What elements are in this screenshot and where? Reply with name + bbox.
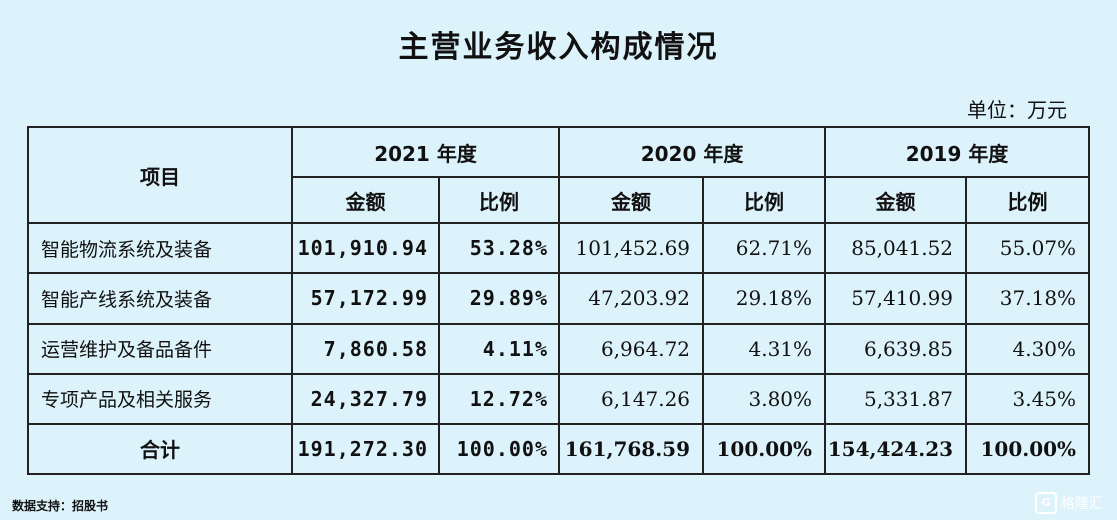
- cell-2019-ratio: 4.30%: [965, 322, 1091, 375]
- cell-2019-amount: 154,424.23: [824, 422, 968, 476]
- unit-label: 单位：万元: [967, 98, 1067, 122]
- header-amount: 金额: [291, 176, 440, 225]
- cell-2019-ratio: 37.18%: [965, 272, 1091, 325]
- source-note: 数据支持：招股书: [12, 499, 109, 513]
- header-amount: 金额: [824, 176, 968, 225]
- cell-2021-amount: 101,910.94: [291, 222, 440, 275]
- logo-mark-icon: G: [1035, 492, 1057, 514]
- revenue-table: 项目 2021 年度 2020 年度 2019 年度 金额 比例 金额 比例 金…: [27, 125, 1091, 476]
- header-amount: 金额: [558, 176, 705, 225]
- cell-2020-amount: 6,964.72: [558, 322, 705, 375]
- cell-2020-ratio: 62.71%: [702, 222, 827, 275]
- header-item: 项目: [27, 125, 293, 225]
- cell-2019-ratio: 3.45%: [965, 372, 1091, 425]
- cell-2021-ratio: 12.72%: [437, 372, 561, 425]
- row-label: 专项产品及相关服务: [27, 372, 293, 425]
- header-ratio: 比例: [437, 176, 561, 225]
- brand-logo: G 格隆汇: [1035, 492, 1103, 514]
- total-label: 合计: [27, 422, 293, 476]
- row-label: 运营维护及备品备件: [27, 322, 293, 375]
- cell-2019-amount: 5,331.87: [824, 372, 968, 425]
- cell-2021-ratio: 53.28%: [437, 222, 561, 275]
- row-label: 智能物流系统及装备: [27, 222, 293, 275]
- logo-text: 格隆汇: [1061, 496, 1103, 512]
- header-ratio: 比例: [702, 176, 827, 225]
- cell-2019-ratio: 55.07%: [965, 222, 1091, 275]
- header-ratio: 比例: [965, 176, 1091, 225]
- table-row-total: 合计 191,272.30 100.00% 161,768.59 100.00%…: [27, 422, 1091, 476]
- cell-2020-amount: 161,768.59: [558, 422, 705, 476]
- cell-2021-amount: 7,860.58: [291, 322, 440, 375]
- cell-2020-amount: 101,452.69: [558, 222, 705, 275]
- cell-2020-ratio: 29.18%: [702, 272, 827, 325]
- cell-2021-amount: 57,172.99: [291, 272, 440, 325]
- page-title: 主营业务收入构成情况: [398, 30, 719, 65]
- cell-2021-amount: 24,327.79: [291, 372, 440, 425]
- cell-2020-ratio: 4.31%: [702, 322, 827, 375]
- header-year-2019: 2019 年度: [824, 125, 1091, 179]
- cell-2021-ratio: 4.11%: [437, 322, 561, 375]
- cell-2019-amount: 85,041.52: [824, 222, 968, 275]
- table-row: 运营维护及备品备件 7,860.58 4.11% 6,964.72 4.31% …: [27, 322, 1091, 375]
- cell-2020-amount: 6,147.26: [558, 372, 705, 425]
- cell-2021-ratio: 29.89%: [437, 272, 561, 325]
- row-label: 智能产线系统及装备: [27, 272, 293, 325]
- cell-2021-ratio: 100.00%: [437, 422, 561, 476]
- cell-2020-ratio: 100.00%: [702, 422, 827, 476]
- cell-2019-ratio: 100.00%: [965, 422, 1091, 476]
- table-row: 智能物流系统及装备 101,910.94 53.28% 101,452.69 6…: [27, 222, 1091, 275]
- header-year-2021: 2021 年度: [290, 125, 561, 179]
- cell-2020-ratio: 3.80%: [702, 372, 827, 425]
- header-year-2020: 2020 年度: [558, 125, 827, 179]
- cell-2019-amount: 6,639.85: [824, 322, 968, 375]
- cell-2020-amount: 47,203.92: [558, 272, 705, 325]
- cell-2019-amount: 57,410.99: [824, 272, 968, 325]
- table-row: 专项产品及相关服务 24,327.79 12.72% 6,147.26 3.80…: [27, 372, 1091, 425]
- table-row: 智能产线系统及装备 57,172.99 29.89% 47,203.92 29.…: [27, 272, 1091, 325]
- cell-2021-amount: 191,272.30: [291, 422, 440, 476]
